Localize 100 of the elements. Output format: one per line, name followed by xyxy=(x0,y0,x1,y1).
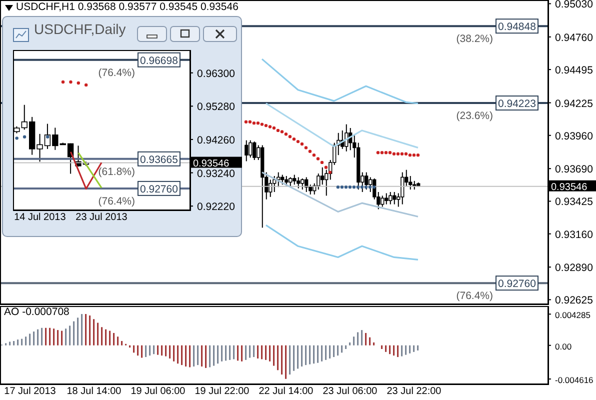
y-tick-label: 0.93960 xyxy=(555,130,594,142)
x-tick-label: 19 Jul 22:00 xyxy=(194,386,250,397)
point xyxy=(69,80,72,84)
point xyxy=(304,146,308,150)
y-tick-label: 0.93425 xyxy=(555,196,594,208)
candlestick xyxy=(316,173,320,190)
y-tick-label: 0.00 xyxy=(555,341,572,352)
y-tick-label: 0.96300 xyxy=(197,68,236,80)
ref-line-label: 0.92760 xyxy=(140,183,178,196)
candlestick xyxy=(288,176,292,188)
point xyxy=(392,152,396,156)
point xyxy=(384,151,388,154)
annotation: (38.2%) xyxy=(456,33,493,46)
point xyxy=(256,121,260,125)
x-tick-label: 23 Jul 22:00 xyxy=(386,386,442,397)
candlestick xyxy=(296,176,300,189)
ref-line-label: 0.94223 xyxy=(498,98,536,110)
point xyxy=(388,151,392,154)
point xyxy=(61,80,65,84)
candlestick xyxy=(280,174,284,186)
candlestick xyxy=(384,192,388,205)
annotation: (76.4%) xyxy=(456,290,493,302)
candlestick xyxy=(248,140,252,158)
point xyxy=(312,153,316,157)
y-tick-label: 0.93240 xyxy=(197,168,236,180)
point xyxy=(412,153,416,157)
point xyxy=(292,137,296,141)
point xyxy=(300,142,304,146)
y-tick-label: 0.93690 xyxy=(555,164,594,176)
ref-line-label: 0.93546 xyxy=(193,158,230,170)
annotation: (61.8%) xyxy=(98,166,135,178)
y-tick-label: 0.92625 xyxy=(555,294,594,307)
x-tick-label: 23 Jul 2013 xyxy=(76,212,128,223)
point xyxy=(348,185,352,189)
point xyxy=(316,157,320,160)
point xyxy=(368,185,372,189)
point xyxy=(308,150,312,153)
y-tick-label: 0.95030 xyxy=(555,0,594,11)
chart-title: AO -0.000708 xyxy=(4,306,70,318)
candlestick xyxy=(300,178,304,190)
y-tick-label: 0.92890 xyxy=(555,262,594,274)
point xyxy=(396,152,400,156)
x-tick-label: 17 Jul 2013 xyxy=(4,386,56,397)
point xyxy=(408,153,412,157)
point xyxy=(336,185,340,189)
chart-title: USDCHF,H1 0.93568 0.93577 0.93545 0.93546 xyxy=(16,1,238,13)
candlestick xyxy=(292,174,296,186)
annotation: (23.6%) xyxy=(456,110,493,122)
point xyxy=(260,122,264,126)
point xyxy=(272,126,276,130)
y-tick-label: 0.94260 xyxy=(197,134,236,146)
point xyxy=(280,130,284,134)
x-tick-label: 18 Jul 14:00 xyxy=(66,386,122,397)
x-tick-label: 23 Jul 06:00 xyxy=(322,386,378,397)
point xyxy=(248,120,252,124)
point xyxy=(360,185,364,189)
candlestick xyxy=(392,192,396,205)
point xyxy=(404,152,408,156)
ref-line-label: 0.92760 xyxy=(498,278,536,290)
point xyxy=(416,153,420,157)
x-tick-label: 14 Jul 2013 xyxy=(14,212,66,223)
point xyxy=(324,166,328,169)
annotation: (76.4%) xyxy=(98,66,135,79)
annotation: (76.4%) xyxy=(98,195,135,208)
point xyxy=(356,185,360,189)
ref-line-label: 0.94848 xyxy=(498,21,536,34)
point xyxy=(84,83,88,87)
point xyxy=(244,120,248,124)
point xyxy=(288,135,292,138)
y-tick-label: -0.004616 xyxy=(555,375,594,386)
y-tick-label: 0.94225 xyxy=(555,98,594,110)
point xyxy=(340,185,344,189)
candlestick xyxy=(380,195,384,208)
ref-line-label: 0.93665 xyxy=(140,154,178,166)
y-tick-label: 0.94495 xyxy=(555,64,594,77)
point xyxy=(344,185,348,189)
point xyxy=(264,124,268,128)
chart-title: USDCHF,Daily xyxy=(34,21,126,37)
candlestick xyxy=(400,172,404,205)
candlestick xyxy=(252,141,256,160)
point xyxy=(400,152,404,156)
point xyxy=(352,185,356,189)
point xyxy=(46,135,50,138)
x-tick-label: 19 Jul 06:00 xyxy=(130,386,186,397)
line-series xyxy=(265,224,419,260)
point xyxy=(252,121,256,125)
point xyxy=(328,170,332,174)
point xyxy=(22,135,26,138)
line-series xyxy=(261,58,419,104)
ref-line-label: 0.96698 xyxy=(140,54,178,67)
candlestick xyxy=(320,166,324,186)
point xyxy=(268,125,272,128)
y-tick-label: 0.92220 xyxy=(197,201,236,214)
point xyxy=(380,151,384,154)
candlestick xyxy=(388,192,392,205)
y-tick-label: 0.004285 xyxy=(555,310,591,320)
point xyxy=(320,160,324,164)
point xyxy=(15,136,18,140)
candlestick xyxy=(364,172,368,190)
x-tick-label: 22 Jul 14:00 xyxy=(258,386,314,397)
